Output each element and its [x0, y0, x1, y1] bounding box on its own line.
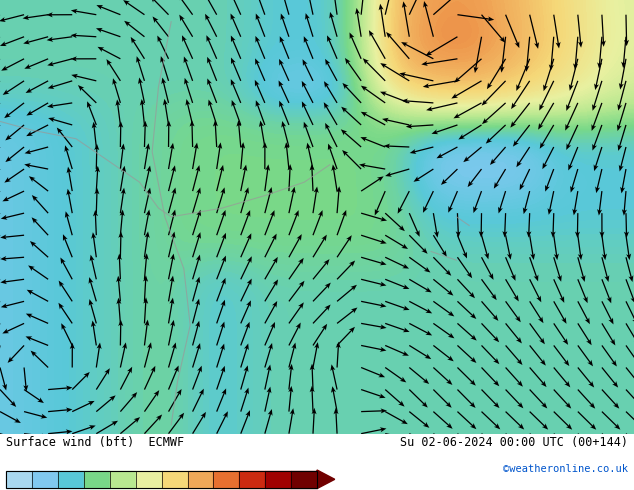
Bar — [240, 471, 265, 488]
Bar — [188, 471, 214, 488]
Bar — [136, 471, 162, 488]
Text: Su 02-06-2024 00:00 UTC (00+144): Su 02-06-2024 00:00 UTC (00+144) — [399, 437, 628, 449]
Bar — [162, 471, 188, 488]
Bar — [214, 471, 239, 488]
Bar — [291, 471, 317, 488]
Bar — [32, 471, 58, 488]
Bar — [58, 471, 84, 488]
Bar — [265, 471, 291, 488]
Bar — [84, 471, 110, 488]
Text: Surface wind (bft)  ECMWF: Surface wind (bft) ECMWF — [6, 437, 184, 449]
Bar — [110, 471, 136, 488]
Text: ©weatheronline.co.uk: ©weatheronline.co.uk — [503, 464, 628, 474]
Bar — [6, 471, 32, 488]
FancyArrow shape — [317, 470, 335, 489]
